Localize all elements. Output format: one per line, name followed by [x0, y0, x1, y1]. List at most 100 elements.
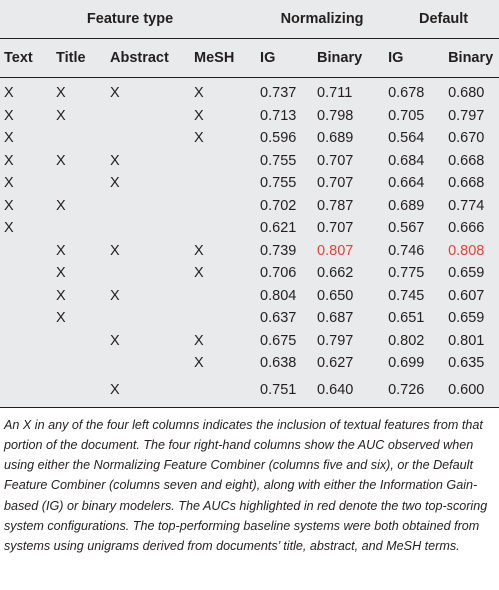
table-caption: An X in any of the four left columns ind…	[4, 417, 488, 554]
table-cell: 0.707	[317, 220, 354, 237]
feature-type-header: Feature type	[0, 0, 257, 39]
table-row: X X 0.596 0.689 0.564 0.670	[0, 127, 499, 150]
table-cell	[190, 195, 256, 218]
table-cell: 0.687	[317, 310, 354, 327]
table-cell	[190, 285, 256, 308]
table-row: X X X 0.713 0.798 0.705 0.797	[0, 105, 499, 128]
table-row: X X 0.675 0.797 0.802 0.801	[0, 330, 499, 353]
table-cell: 0.627	[317, 355, 354, 372]
table-cell: X	[110, 85, 120, 102]
table-row: X X X X 0.737 0.711 0.678 0.680	[0, 78, 499, 105]
table-cell: X	[110, 332, 120, 349]
table-row: X X 0.804 0.650 0.745 0.607	[0, 285, 499, 308]
table-cell: 0.668	[448, 175, 485, 192]
table-cell: 0.737	[260, 85, 297, 102]
table-cell: 0.567	[388, 220, 425, 237]
table-cell	[190, 217, 256, 240]
table-cell: 0.798	[317, 107, 354, 124]
table-row: X 0.751 0.640 0.726 0.600	[0, 375, 499, 407]
table-cell: X	[110, 152, 120, 169]
table-cell: 0.726	[388, 381, 425, 398]
table-cell: 0.684	[388, 152, 425, 169]
table-cell: 0.668	[448, 152, 485, 169]
table-row: X 0.621 0.707 0.567 0.666	[0, 217, 499, 240]
table-body: X X X X 0.737 0.711 0.678 0.680 X X X 0.713 0.798 0.7…	[0, 78, 499, 407]
column-header-default-binary: Binary	[444, 38, 499, 78]
column-header-mesh: MeSH	[190, 38, 257, 78]
column-header-normalizing-ig: IG	[256, 38, 314, 78]
table-cell	[0, 285, 52, 308]
table-cell	[52, 172, 106, 195]
table-cell: X	[110, 381, 120, 398]
table-cell: 0.680	[448, 85, 485, 102]
table-cell: 0.751	[260, 381, 297, 398]
table-cell: 0.564	[388, 130, 425, 147]
table-cell: X	[194, 107, 204, 124]
table-cell: 0.600	[448, 381, 485, 398]
table-bottom-rule	[0, 406, 499, 408]
table-cell: 0.659	[448, 310, 485, 327]
table-cell: 0.670	[448, 130, 485, 147]
table-cell: 0.635	[448, 355, 485, 372]
column-header-normalizing-binary: Binary	[313, 38, 385, 78]
table-row: X X 0.706 0.662 0.775 0.659	[0, 262, 499, 285]
table-cell: 0.689	[317, 130, 354, 147]
table-cell: X	[110, 287, 120, 304]
table-cell: X	[56, 85, 66, 102]
table-cell	[190, 150, 256, 173]
table-cell: 0.787	[317, 197, 354, 214]
table-cell: 0.808	[448, 242, 485, 259]
table-row: X X X 0.739 0.807 0.746 0.808	[0, 240, 499, 263]
table-cell	[190, 375, 256, 407]
column-header-title: Title	[52, 38, 106, 78]
table-row: X X 0.702 0.787 0.689 0.774	[0, 195, 499, 218]
table-cell: 0.804	[260, 287, 297, 304]
column-header-text: Text	[0, 38, 52, 78]
table-row: X 0.637 0.687 0.651 0.659	[0, 307, 499, 330]
table-cell	[0, 307, 52, 330]
table-cell: 0.711	[317, 85, 353, 102]
table-cell: X	[4, 85, 14, 102]
table-cell: 0.755	[260, 152, 297, 169]
table-cell: X	[4, 130, 14, 147]
table-cell	[52, 127, 106, 150]
table-cell: 0.675	[260, 332, 297, 349]
table-cell	[190, 307, 256, 330]
table-cell: X	[56, 265, 66, 282]
table-cell: 0.621	[260, 220, 297, 237]
table-cell: 0.707	[317, 175, 354, 192]
table-cell: 0.713	[260, 107, 297, 124]
table-cell: 0.651	[388, 310, 425, 327]
table-cell: X	[56, 152, 66, 169]
table-cell	[106, 127, 190, 150]
table-cell: X	[194, 130, 204, 147]
table-cell: 0.801	[448, 332, 485, 349]
column-header-row: Text Title Abstract MeSH IG Binary IG Bi…	[0, 38, 499, 78]
table-cell: X	[4, 175, 14, 192]
table-cell	[0, 330, 52, 353]
default-header: Default	[384, 0, 499, 39]
table-cell	[52, 352, 106, 375]
table-row: X X 0.755 0.707 0.664 0.668	[0, 172, 499, 195]
table-cell: 0.774	[448, 197, 485, 214]
table-cell: X	[4, 152, 14, 169]
table-cell: 0.797	[317, 332, 354, 349]
table-cell: 0.802	[388, 332, 425, 349]
table-cell: 0.689	[388, 197, 425, 214]
table-row: X 0.638 0.627 0.699 0.635	[0, 352, 499, 375]
table-cell: 0.640	[317, 381, 354, 398]
table-cell: 0.650	[317, 287, 354, 304]
table-cell: 0.678	[388, 85, 425, 102]
table-cell: 0.596	[260, 130, 297, 147]
table-cell: 0.662	[317, 265, 354, 282]
table-cell	[52, 330, 106, 353]
group-header-row: Feature type Normalizing Default	[0, 0, 499, 39]
table-cell: X	[56, 107, 66, 124]
table-cell	[0, 375, 52, 407]
table-cell: X	[56, 242, 66, 259]
table-cell: X	[194, 332, 204, 349]
results-table: Feature type Normalizing Default Text Ti…	[0, 0, 499, 408]
table-cell	[106, 262, 190, 285]
table-cell: 0.797	[448, 107, 485, 124]
